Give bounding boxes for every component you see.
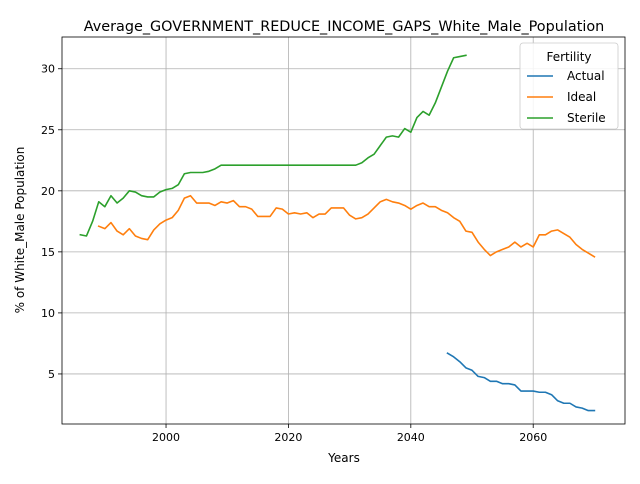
- series-lines: [79, 54, 596, 412]
- legend: Fertility Actual Ideal Sterile: [519, 42, 619, 130]
- y-axis-label: % of White_Male Population: [13, 147, 27, 314]
- legend-label-actual: Actual: [567, 69, 605, 83]
- series-line-sterile: [79, 54, 467, 237]
- y-tick-label: 5: [48, 368, 55, 381]
- y-tick-label: 30: [41, 63, 55, 76]
- x-tick-label: 2000: [152, 431, 180, 444]
- legend-label-sterile: Sterile: [567, 111, 606, 125]
- x-tick-label: 2020: [274, 431, 302, 444]
- x-tick-label: 2060: [519, 431, 547, 444]
- legend-label-ideal: Ideal: [567, 90, 596, 104]
- y-tick-label: 20: [41, 185, 55, 198]
- y-axis-ticks: 5 10 15 20 25 30: [41, 63, 62, 381]
- legend-box: [519, 42, 619, 130]
- series-line-actual: [446, 352, 596, 412]
- y-tick-label: 10: [41, 307, 55, 320]
- chart-title: Average_GOVERNMENT_REDUCE_INCOME_GAPS_Wh…: [84, 19, 605, 35]
- series-line-ideal: [97, 194, 596, 258]
- y-tick-label: 25: [41, 124, 55, 137]
- legend-title: Fertility: [546, 50, 591, 64]
- x-axis-label: Years: [327, 451, 360, 465]
- plot-frame: [61, 36, 626, 425]
- legend-items: Actual Ideal Sterile: [527, 69, 606, 125]
- x-tick-label: 2040: [397, 431, 425, 444]
- y-tick-label: 15: [41, 246, 55, 259]
- x-axis-ticks: 2000 2020 2040 2060: [152, 424, 547, 444]
